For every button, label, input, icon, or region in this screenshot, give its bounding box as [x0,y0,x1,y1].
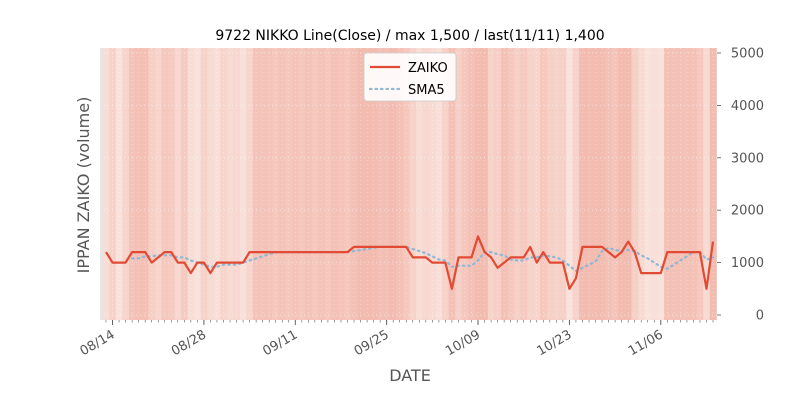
chart-title: 9722 NIKKO Line(Close) / max 1,500 / las… [215,28,604,44]
x-axis-label: DATE [389,366,431,385]
y-tick-label: 1000 [731,256,764,271]
y-tick-label: 5000 [731,47,764,62]
gridlines [100,48,717,320]
y-axis-ticks: 0 1000 2000 3000 4000 5000 [717,47,764,324]
legend-zaiko-label: ZAIKO [408,61,448,76]
y-axis-label: IPPAN ZAIKO (volume) [74,97,93,274]
sma5-line [131,245,715,273]
y-tick-label: 4000 [731,99,764,114]
x-tick-label: 09/25 [352,327,392,359]
x-tick-label: 11/06 [626,327,666,359]
x-axis-ticks: 08/14 08/28 09/11 09/25 10/09 10/23 11/06 [78,320,714,359]
y-tick-label: 0 [756,309,764,324]
x-tick-label: 10/09 [443,327,483,359]
x-tick-label: 09/11 [260,327,300,359]
legend: ZAIKO SMA5 [363,52,457,102]
legend-sma5-label: SMA5 [408,83,445,98]
x-tick-label: 08/14 [78,327,118,359]
y-tick-label: 3000 [731,151,764,166]
y-tick-label: 2000 [731,204,764,219]
zaiko-line [105,235,715,290]
x-tick-label: 10/23 [534,327,574,359]
x-tick-label: 08/28 [169,327,209,359]
